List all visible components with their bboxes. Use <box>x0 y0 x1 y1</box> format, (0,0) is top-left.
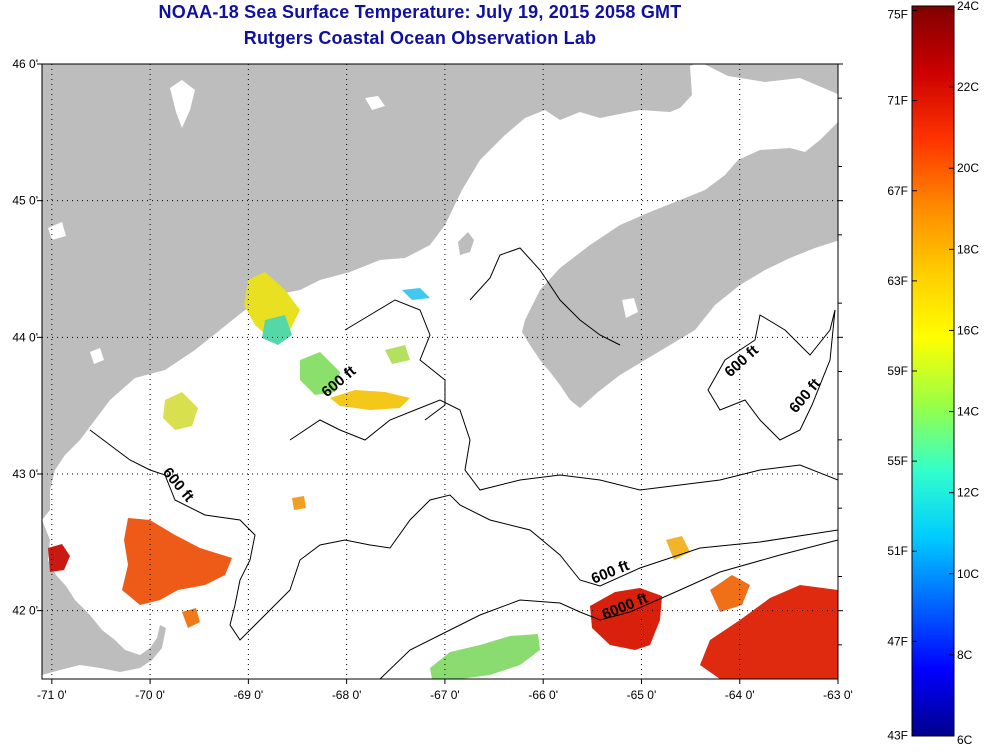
sst-patch-cape-orange <box>122 518 232 605</box>
contour-600ft-east <box>707 309 836 441</box>
sst-patch-maine-cool <box>262 315 292 345</box>
sst-patch-green-2 <box>385 345 410 364</box>
colorbar-f-label: 67F <box>887 184 908 198</box>
land-mainland <box>42 64 838 520</box>
lon-tick-label: -68 0' <box>332 688 362 702</box>
lon-tick-label: -69 0' <box>234 688 264 702</box>
colorbar-c-label: 16C <box>957 323 979 337</box>
contour-600ft-gulf <box>89 429 838 641</box>
colorbar-c-label: 14C <box>957 405 979 419</box>
colorbar-ticks: 24C 22C 20C 18C 16C 14C 12C 10C 8C 6C 75F 71F 67F 63F… <box>887 0 979 747</box>
lon-tick-label: -64 0' <box>725 688 755 702</box>
sst-patch-east-red-1 <box>590 588 662 650</box>
lake-3 <box>90 348 104 364</box>
contour-6000ft <box>379 539 838 679</box>
colorbar-c-label: 8C <box>957 648 973 662</box>
sst-patch-east-red-2 <box>700 585 838 679</box>
lon-tick-label: -66 0' <box>528 688 558 702</box>
contour-600ft-banks <box>289 399 838 491</box>
lake-1 <box>170 80 195 128</box>
colorbar-f-label: 71F <box>887 94 908 108</box>
sst-patch-blue-1 <box>402 288 430 300</box>
sst-patch-south-small <box>182 608 200 628</box>
lon-tick-label: -70 0' <box>135 688 165 702</box>
sst-patch-center-small <box>292 496 306 510</box>
colorbar-f-label: 47F <box>887 634 908 648</box>
contour-600ft-north <box>469 247 621 346</box>
land-nova-scotia <box>522 122 838 408</box>
lon-tick-label: -71 0' <box>37 688 67 702</box>
colorbar-f-label: 63F <box>887 274 908 288</box>
sst-patch-central-yellow <box>330 390 410 410</box>
colorbar-c-label: 24C <box>957 0 979 13</box>
lon-tick-label: -63 0' <box>823 688 853 702</box>
lake-2 <box>365 96 385 110</box>
depth-contours <box>89 247 838 679</box>
colorbar-f-label: 51F <box>887 544 908 558</box>
lake-4 <box>622 298 638 318</box>
colorbar-f-label: 43F <box>887 728 908 742</box>
axis-labels: -71 0' -70 0' -69 0' -68 0' -67 0' -66 0' -65 … <box>12 57 852 702</box>
lat-tick-label: 43 0' <box>12 467 38 481</box>
axis-ticks <box>37 63 843 684</box>
sst-patch-west-yellow <box>163 392 198 430</box>
sst-patch-cape-red <box>48 544 70 572</box>
land-grand-manan <box>458 232 474 255</box>
colorbar-c-label: 22C <box>957 80 979 94</box>
lon-tick-label: -65 0' <box>627 688 657 702</box>
colorbar <box>911 5 955 737</box>
colorbar-f-label: 55F <box>887 454 908 468</box>
colorbar-c-label: 10C <box>957 567 979 581</box>
lat-tick-label: 42 0' <box>12 604 38 618</box>
contour-600ft-mid <box>344 299 446 421</box>
land-massachusetts <box>42 520 166 675</box>
colorbar-c-label: 18C <box>957 242 979 256</box>
lat-tick-label: 44 0' <box>12 330 38 344</box>
map-subtitle: Rutgers Coastal Ocean Observation Lab <box>243 28 597 48</box>
sst-patch-south-green <box>430 634 540 679</box>
colorbar-f-label: 59F <box>887 364 908 378</box>
lake-5 <box>48 222 66 240</box>
colorbar-c-label: 12C <box>957 486 979 500</box>
colorbar-f-label: 75F <box>887 8 908 22</box>
map-title: NOAA-18 Sea Surface Temperature: July 19… <box>158 2 682 22</box>
lat-tick-label: 45 0' <box>12 194 38 208</box>
sst-patch-central-green <box>300 352 340 395</box>
colorbar-c-label: 6C <box>957 733 973 747</box>
sst-patch-east-small <box>666 536 690 560</box>
lon-tick-label: -67 0' <box>430 688 460 702</box>
colorbar-c-label: 20C <box>957 161 979 175</box>
lat-tick-label: 46 0' <box>12 57 38 71</box>
